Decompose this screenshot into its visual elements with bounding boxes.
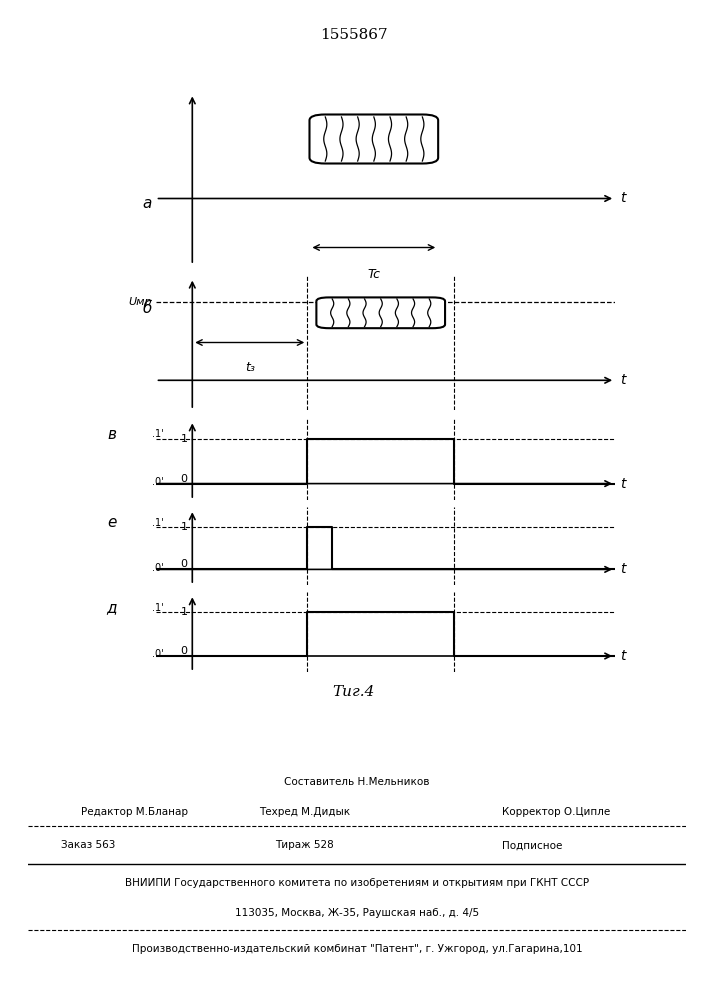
Text: ВНИИПИ Государственного комитета по изобретениям и открытиям при ГКНТ СССР: ВНИИПИ Государственного комитета по изоб…: [125, 878, 589, 888]
Text: Подписное: Подписное: [502, 840, 562, 850]
Text: Тираж 528: Тираж 528: [275, 840, 334, 850]
Text: .1': .1': [152, 603, 163, 613]
Text: t₃: t₃: [245, 361, 255, 374]
Text: Техред М.Дидык: Техред М.Дидык: [259, 807, 350, 817]
Text: t: t: [619, 192, 625, 206]
Text: Tc: Tc: [368, 268, 380, 282]
Text: 1: 1: [181, 522, 188, 532]
Text: Составитель Н.Мельников: Составитель Н.Мельников: [284, 777, 430, 787]
Text: 1: 1: [181, 434, 188, 444]
Text: 1555867: 1555867: [320, 28, 387, 42]
Text: Заказ 563: Заказ 563: [62, 840, 115, 850]
Text: t: t: [619, 477, 625, 491]
Text: t: t: [619, 373, 625, 387]
Text: 1: 1: [181, 607, 188, 617]
Text: 0: 0: [181, 559, 188, 569]
Text: 0: 0: [181, 474, 188, 484]
Text: Τиг.4: Τиг.4: [332, 685, 375, 699]
Text: t: t: [619, 649, 625, 663]
Text: 113035, Москва, Ж-35, Раушская наб., д. 4/5: 113035, Москва, Ж-35, Раушская наб., д. …: [235, 908, 479, 918]
Text: б: б: [143, 301, 152, 316]
Text: Редактор М.Бланар: Редактор М.Бланар: [81, 807, 188, 817]
Text: .1': .1': [152, 518, 163, 528]
Text: Uмр: Uмр: [129, 297, 152, 307]
FancyBboxPatch shape: [310, 115, 438, 164]
Text: .0': .0': [152, 477, 163, 487]
Text: .1': .1': [152, 429, 163, 439]
Text: t: t: [619, 562, 625, 576]
Text: 0: 0: [181, 646, 188, 656]
Text: в: в: [107, 427, 117, 442]
Text: a: a: [143, 196, 152, 211]
Text: Производственно-издательский комбинат "Патент", г. Ужгород, ул.Гагарина,101: Производственно-издательский комбинат "П…: [132, 944, 583, 954]
Text: e: e: [107, 515, 117, 530]
Text: д: д: [106, 600, 117, 615]
Text: .0': .0': [152, 649, 163, 659]
Text: .0': .0': [152, 563, 163, 573]
Text: Корректор О.Ципле: Корректор О.Ципле: [502, 807, 610, 817]
FancyBboxPatch shape: [317, 297, 445, 328]
